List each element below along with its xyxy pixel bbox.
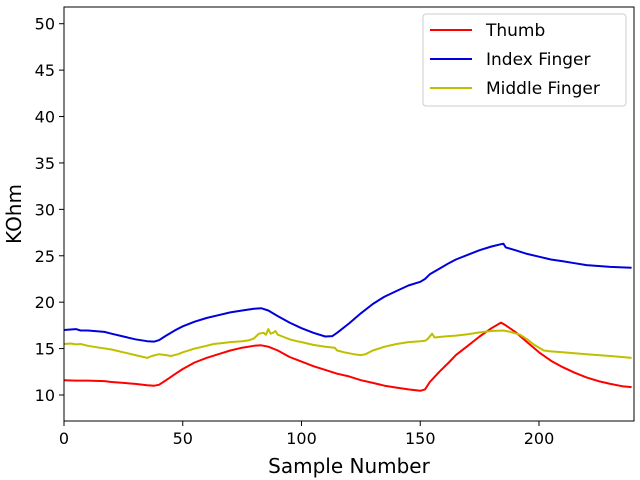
y-tick-label: 50: [35, 15, 55, 34]
y-tick-label: 35: [35, 154, 55, 173]
legend: Thumb Index Finger Middle Finger: [422, 13, 627, 107]
y-tick-label: 25: [35, 247, 55, 266]
legend-label-middle-finger: Middle Finger: [486, 79, 600, 99]
x-tick-label: 150: [405, 429, 436, 448]
y-tick-label: 40: [35, 108, 55, 127]
legend-label-index-finger: Index Finger: [486, 50, 590, 70]
series-line-index-finger: [64, 242, 632, 343]
x-tick-label: 200: [524, 429, 555, 448]
y-axis-label: KOhm: [2, 184, 26, 244]
y-tick-label: 30: [35, 200, 55, 219]
x-tick-label: 0: [59, 429, 69, 448]
y-tick-label: 45: [35, 61, 55, 80]
y-tick-label: 20: [35, 293, 55, 312]
series-line-middle-finger: [64, 328, 632, 359]
x-axis-label: Sample Number: [268, 454, 430, 478]
legend-label-thumb: Thumb: [485, 21, 545, 41]
series-line-thumb: [64, 321, 632, 392]
x-axis: 0 50 100 150 200: [59, 421, 554, 448]
y-tick-label: 10: [35, 386, 55, 405]
y-axis: 10 15 20 25 30 35 40 45 50: [35, 15, 64, 405]
series-lines: [64, 242, 632, 392]
plot-area-frame: [63, 6, 635, 422]
x-tick-label: 100: [286, 429, 317, 448]
y-tick-label: 15: [35, 340, 55, 359]
x-tick-label: 50: [173, 429, 193, 448]
legend-box: [422, 13, 627, 107]
